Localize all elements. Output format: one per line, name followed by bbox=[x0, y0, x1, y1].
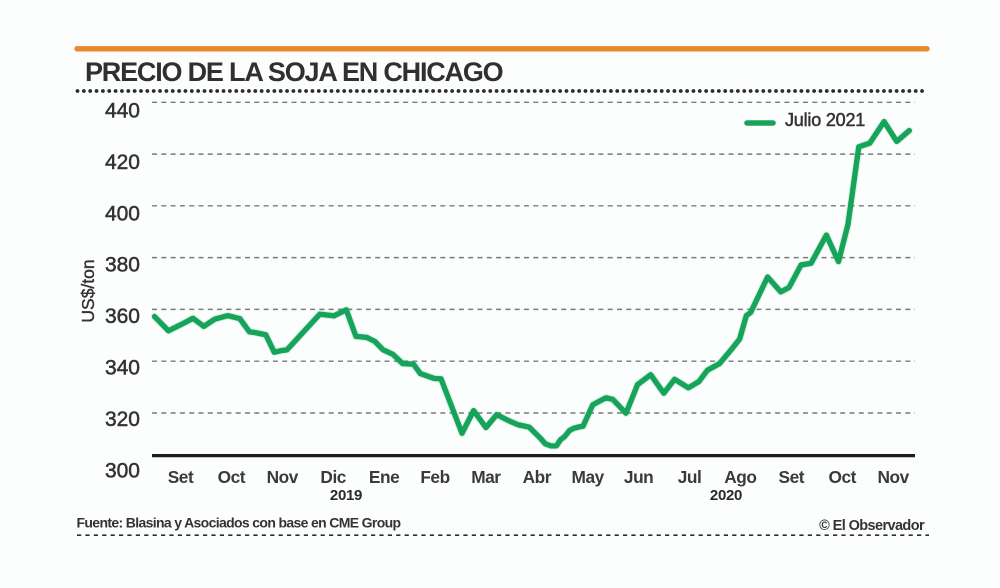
svg-text:300: 300 bbox=[105, 459, 140, 482]
svg-text:Nov: Nov bbox=[877, 467, 909, 487]
svg-text:400: 400 bbox=[105, 202, 140, 225]
svg-text:320: 320 bbox=[105, 408, 140, 431]
svg-text:PRECIO DE LA SOJA EN CHICAGO: PRECIO DE LA SOJA EN CHICAGO bbox=[85, 57, 503, 87]
svg-text:Jun: Jun bbox=[624, 467, 653, 487]
svg-text:2019: 2019 bbox=[330, 487, 362, 504]
svg-text:Set: Set bbox=[779, 467, 805, 487]
svg-text:Dic: Dic bbox=[320, 467, 346, 487]
svg-text:US$/ton: US$/ton bbox=[78, 259, 98, 322]
svg-text:Jul: Jul bbox=[678, 467, 702, 487]
svg-text:© El Observador: © El Observador bbox=[819, 518, 925, 534]
svg-text:Ago: Ago bbox=[724, 467, 756, 487]
svg-text:Julio 2021: Julio 2021 bbox=[785, 110, 865, 130]
svg-text:Set: Set bbox=[168, 467, 194, 487]
svg-text:420: 420 bbox=[105, 151, 140, 174]
svg-text:440: 440 bbox=[105, 100, 140, 123]
svg-text:380: 380 bbox=[105, 254, 140, 277]
svg-text:Oct: Oct bbox=[828, 467, 856, 487]
svg-text:340: 340 bbox=[105, 357, 140, 380]
svg-text:May: May bbox=[572, 467, 605, 487]
svg-text:Oct: Oct bbox=[218, 467, 246, 487]
svg-text:Feb: Feb bbox=[420, 467, 449, 487]
svg-text:Nov: Nov bbox=[267, 467, 299, 487]
svg-text:Abr: Abr bbox=[523, 467, 552, 487]
svg-text:Fuente: Blasina y Asociados co: Fuente: Blasina y Asociados con base en … bbox=[77, 515, 401, 531]
svg-text:360: 360 bbox=[105, 305, 140, 328]
svg-text:Mar: Mar bbox=[471, 467, 501, 487]
svg-text:2020: 2020 bbox=[710, 487, 742, 504]
svg-text:Ene: Ene bbox=[369, 467, 400, 487]
